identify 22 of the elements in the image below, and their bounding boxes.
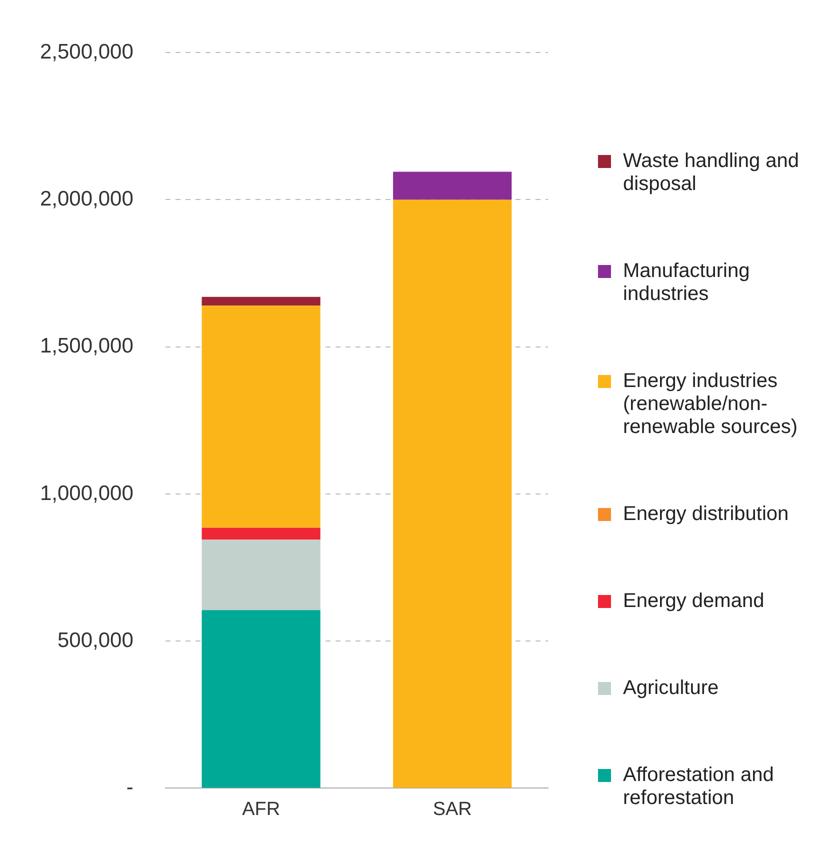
legend-label: Energy demand: [623, 590, 764, 613]
legend-label: Energy distribution: [623, 503, 789, 526]
y-tick-label: 1,500,000: [40, 334, 134, 358]
y-tick-label: 2,500,000: [40, 40, 134, 64]
bar: [202, 296, 320, 306]
y-tick-label: 500,000: [58, 628, 134, 652]
legend-label: Manufacturing industries: [623, 260, 751, 306]
x-tick-label: SAR: [432, 798, 472, 820]
bar: [202, 540, 320, 610]
x-tick-label: AFR: [242, 798, 280, 820]
bar: [202, 528, 320, 540]
legend-label: Afforestation and reforestation: [623, 764, 775, 810]
bar: [393, 172, 512, 200]
legend-label: Energy industries (renewable/non-renewable sources): [623, 370, 799, 439]
bar: [393, 200, 512, 788]
bar: [202, 610, 320, 788]
legend-label: Waste handling and disposal: [623, 150, 800, 196]
y-tick-label: 2,000,000: [40, 188, 134, 211]
bar: [202, 306, 320, 528]
y-tick-label: -: [126, 776, 134, 799]
y-tick-label: 1,000,000: [40, 482, 134, 505]
legend-label: Agriculture: [623, 677, 719, 700]
